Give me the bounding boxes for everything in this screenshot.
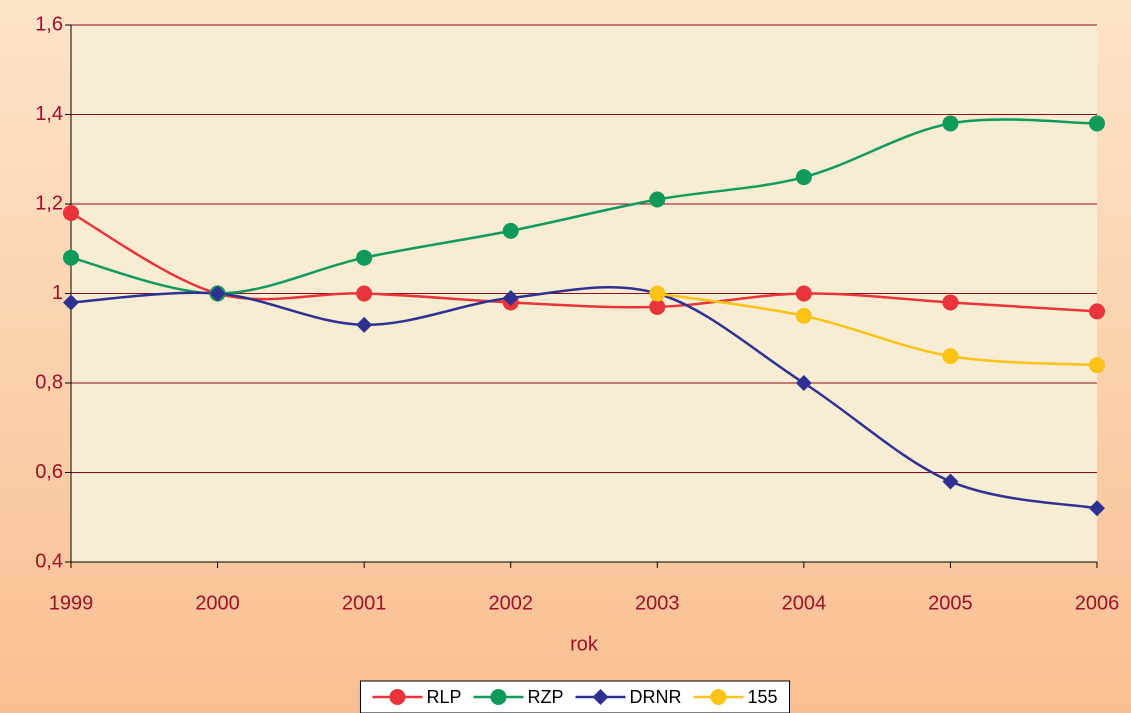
- x-tick-label: 1999: [49, 592, 94, 614]
- marker: [356, 249, 373, 266]
- legend-label: 155: [747, 687, 777, 707]
- legend-label: DRNR: [629, 687, 681, 707]
- marker: [942, 294, 959, 311]
- marker: [1089, 500, 1105, 517]
- legend-item: RLP: [372, 687, 461, 707]
- marker: [942, 115, 959, 132]
- marker: [356, 285, 373, 302]
- legend-item: DRNR: [575, 687, 681, 707]
- marker: [592, 689, 609, 705]
- legend-label: RLP: [426, 687, 461, 707]
- marker: [502, 289, 519, 306]
- marker: [63, 249, 79, 266]
- marker: [1089, 115, 1105, 132]
- y-tick-label: 1,6: [35, 13, 63, 35]
- marker: [63, 204, 79, 221]
- x-tick-label: 2005: [928, 592, 973, 614]
- marker: [795, 285, 812, 302]
- series-line: [657, 292, 1098, 367]
- series-line: [70, 118, 1098, 295]
- marker: [649, 285, 666, 302]
- marker: [209, 285, 226, 302]
- x-tick-label: 2006: [1075, 592, 1120, 614]
- legend-label: RZP: [527, 687, 563, 707]
- x-tick-label: 2001: [342, 592, 387, 614]
- marker: [942, 473, 959, 490]
- x-tick-label: 2000: [195, 592, 240, 614]
- y-tick-label: 0,8: [35, 371, 63, 393]
- marker: [649, 191, 666, 208]
- y-tick-label: 1,2: [35, 192, 63, 214]
- x-tick-label: 2002: [488, 592, 533, 614]
- y-tick-label: 1: [52, 282, 63, 304]
- legend-item: 155: [693, 687, 778, 707]
- y-tick-label: 1,4: [35, 103, 63, 125]
- x-tick-label: 2003: [635, 592, 680, 614]
- marker: [1089, 303, 1105, 320]
- marker: [795, 169, 812, 186]
- legend: RLP RZP DRNR 155: [359, 680, 791, 713]
- series-line: [70, 285, 1098, 510]
- marker: [795, 375, 812, 391]
- marker: [63, 294, 79, 311]
- x-tick-label: 2004: [782, 592, 827, 614]
- marker: [389, 689, 406, 705]
- marker: [490, 689, 507, 705]
- legend-item: RZP: [473, 687, 563, 707]
- x-axis-title: rok: [570, 633, 599, 655]
- marker: [649, 298, 666, 315]
- marker: [356, 316, 373, 333]
- y-tick-label: 0,6: [35, 461, 63, 483]
- marker: [502, 222, 519, 239]
- marker: [942, 348, 959, 365]
- marker: [710, 689, 727, 705]
- marker: [795, 307, 812, 324]
- marker: [1089, 357, 1105, 374]
- y-tick-label: 0,4: [35, 550, 63, 572]
